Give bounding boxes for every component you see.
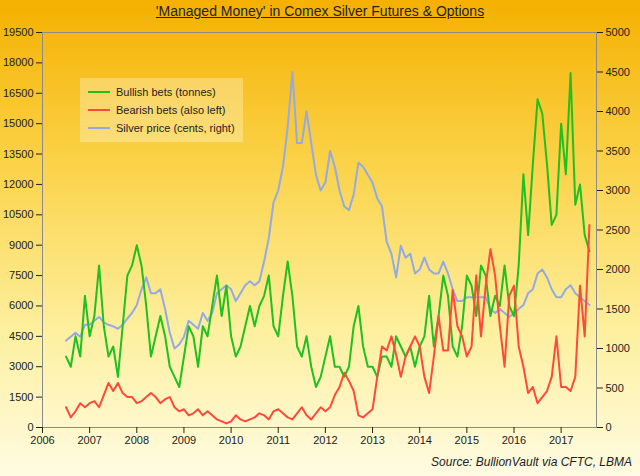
- svg-text:3500: 3500: [606, 145, 630, 157]
- svg-text:0: 0: [27, 421, 33, 433]
- html-text:Bearish bets (also left): Bearish bets (also left): [116, 104, 226, 116]
- svg-text:16500: 16500: [3, 87, 34, 99]
- svg-text:2014: 2014: [407, 434, 431, 446]
- svg-text:2000: 2000: [606, 263, 630, 275]
- svg-text:3000: 3000: [9, 360, 33, 372]
- svg-text:1000: 1000: [606, 342, 630, 354]
- svg-text:7500: 7500: [9, 269, 33, 281]
- svg-text:2016: 2016: [502, 434, 526, 446]
- svg-text:18000: 18000: [3, 56, 34, 68]
- svg-text:10500: 10500: [3, 208, 34, 220]
- html-text:Source: BullionVault via CFTC,: Source: BullionVault via CFTC, LBMA: [431, 455, 632, 469]
- svg-text:2008: 2008: [125, 434, 149, 446]
- svg-text:1500: 1500: [9, 391, 33, 403]
- svg-text:3000: 3000: [606, 184, 630, 196]
- svg-text:2015: 2015: [455, 434, 479, 446]
- svg-text:19500: 19500: [3, 26, 34, 38]
- svg-text:2012: 2012: [313, 434, 337, 446]
- svg-text:2017: 2017: [549, 434, 573, 446]
- svg-text:4500: 4500: [606, 66, 630, 78]
- svg-text:2009: 2009: [172, 434, 196, 446]
- html-text:Bullish bets (tonnes): Bullish bets (tonnes): [116, 86, 216, 98]
- svg-text:12000: 12000: [3, 178, 34, 190]
- html-text:Silver price (cents, right): Silver price (cents, right): [116, 122, 235, 134]
- svg-text:2010: 2010: [219, 434, 243, 446]
- svg-text:2006: 2006: [30, 434, 54, 446]
- svg-text:0: 0: [606, 421, 612, 433]
- svg-text:500: 500: [606, 382, 624, 394]
- svg-text:2500: 2500: [606, 224, 630, 236]
- svg-text:4500: 4500: [9, 330, 33, 342]
- svg-text:2007: 2007: [77, 434, 101, 446]
- svg-text:4000: 4000: [606, 105, 630, 117]
- html-text:'Managed Money' in Comex Silve: 'Managed Money' in Comex Silver Futures …: [155, 3, 485, 19]
- svg-text:1500: 1500: [606, 303, 630, 315]
- svg-text:2011: 2011: [266, 434, 290, 446]
- svg-text:6000: 6000: [9, 299, 33, 311]
- svg-text:9000: 9000: [9, 239, 33, 251]
- svg-text:13500: 13500: [3, 148, 34, 160]
- svg-text:2013: 2013: [360, 434, 384, 446]
- svg-text:5000: 5000: [606, 26, 630, 38]
- svg-text:15000: 15000: [3, 117, 34, 129]
